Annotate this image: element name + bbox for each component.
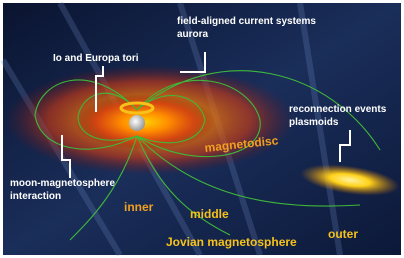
label: middle (190, 207, 229, 221)
diagram: field-aligned current systems aurora Io … (0, 0, 404, 258)
label-line: field-aligned current systems (177, 16, 316, 27)
planet (129, 115, 145, 131)
label-line: plasmoids (289, 117, 339, 128)
label-line: interaction (10, 191, 61, 202)
label: Io and Europa tori (53, 53, 139, 64)
label: inner (124, 200, 154, 214)
label: Jovian magnetosphere (166, 235, 297, 249)
label-line: moon-magnetosphere (10, 178, 115, 189)
label-line: reconnection events (289, 104, 387, 115)
label: outer (328, 227, 358, 241)
label-line: aurora (177, 29, 209, 40)
